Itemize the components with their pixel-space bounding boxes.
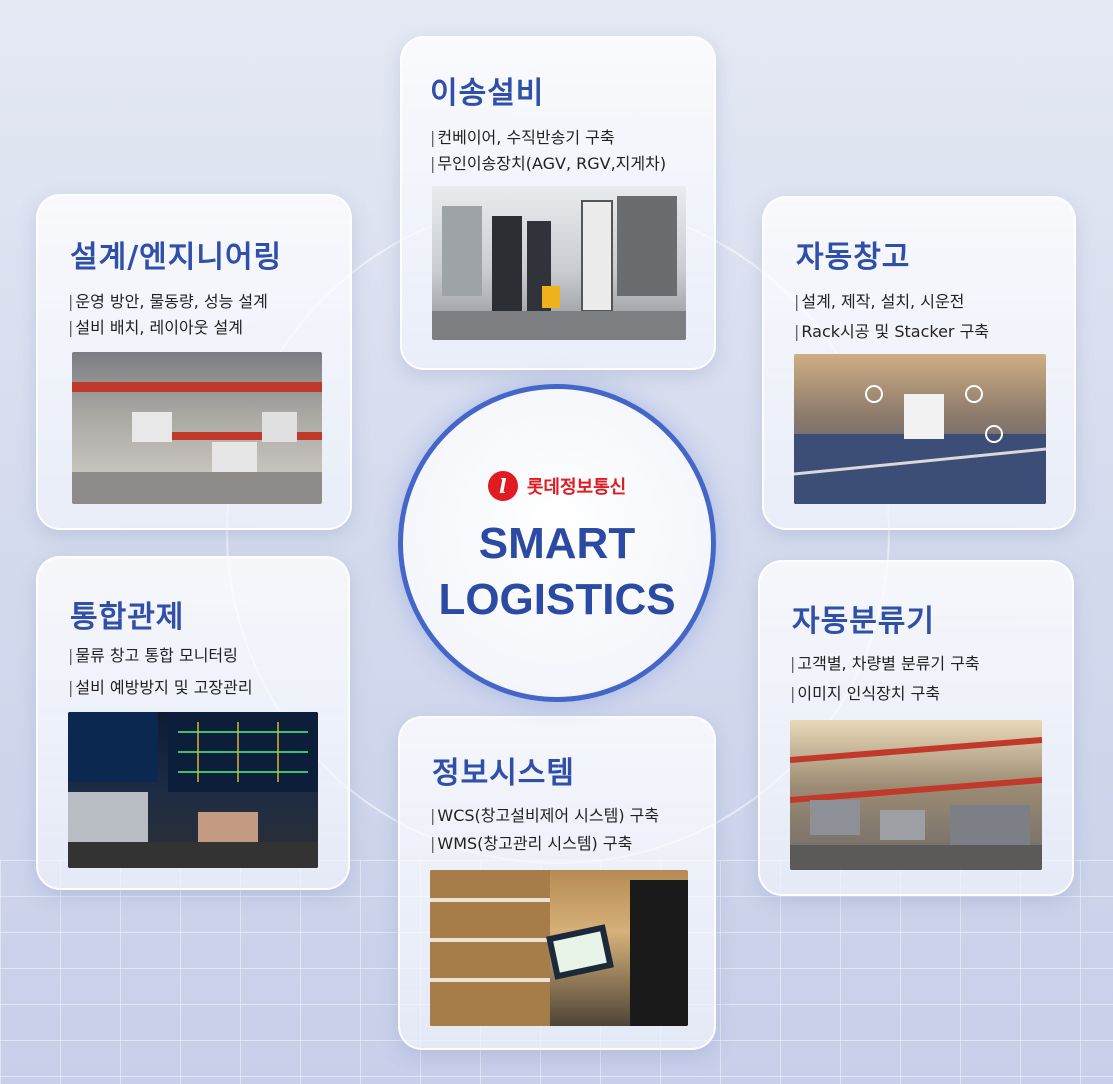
center-title-line2: LOGISTICS [438,575,676,624]
card-line: 설비 예방방지 및 고장관리 [68,674,252,698]
card-title: 이송설비 [430,76,545,111]
card-title: 통합관제 [70,600,185,635]
brand-name: 롯데정보통신 [526,477,627,498]
card-line: 설계, 제작, 설치, 시운전 [794,288,964,312]
agv-photo [432,186,686,340]
card-title: 자동분류기 [792,604,935,639]
warehouse-illustration [794,385,1046,504]
control-photo [68,712,318,868]
card-line: WMS(창고관리 시스템) 구축 [430,830,632,854]
monitor-illustration [68,712,318,868]
card-asrs: 자동창고 설계, 제작, 설치, 시운전 Rack시공 및 Stacker 구축 [762,196,1076,530]
card-control: 통합관제 물류 창고 통합 모니터링 설비 예방방지 및 고장관리 [36,556,350,890]
card-info: 정보시스템 WCS(창고설비제어 시스템) 구축 WMS(창고관리 시스템) 구… [398,716,716,1050]
design-photo [72,352,322,504]
card-sorter: 자동분류기 고객별, 차량별 분류기 구축 이미지 인식장치 구축 [758,560,1074,896]
card-line: WCS(창고설비제어 시스템) 구축 [430,802,659,826]
brand: l 롯데정보통신 [403,471,711,501]
card-title: 설계/엔지니어링 [70,240,283,275]
card-line: 설비 배치, 레이아웃 설계 [68,314,243,338]
lotte-logo-icon: l [487,471,518,501]
agv-illustration [432,196,686,340]
sorter-photo [790,720,1042,870]
card-line: 물류 창고 통합 모니터링 [68,642,237,666]
tablet-illustration [430,870,688,1026]
card-line: 운영 방안, 물동량, 성능 설계 [68,288,267,312]
asrs-photo [794,354,1046,504]
center-badge: l 롯데정보통신 SMART LOGISTICS [398,384,716,702]
card-transport: 이송설비 컨베이어, 수직반송기 구축 무인이송장치(AGV, RGV,지게차) [400,36,716,370]
card-design: 설계/엔지니어링 운영 방안, 물동량, 성능 설계 설비 배치, 레이아웃 설… [36,194,352,530]
center-title-line1: SMART [478,519,636,568]
wms-photo [430,870,688,1026]
card-line: Rack시공 및 Stacker 구축 [794,318,989,342]
card-title: 자동창고 [796,240,911,275]
card-line: 컨베이어, 수직반송기 구축 [430,124,614,148]
card-line: 고객별, 차량별 분류기 구축 [790,650,979,674]
card-line: 무인이송장치(AGV, RGV,지게차) [430,150,666,174]
conveyor-illustration [72,382,322,504]
card-line: 이미지 인식장치 구축 [790,680,940,704]
card-title: 정보시스템 [432,756,575,791]
sorter-illustration [790,737,1042,870]
